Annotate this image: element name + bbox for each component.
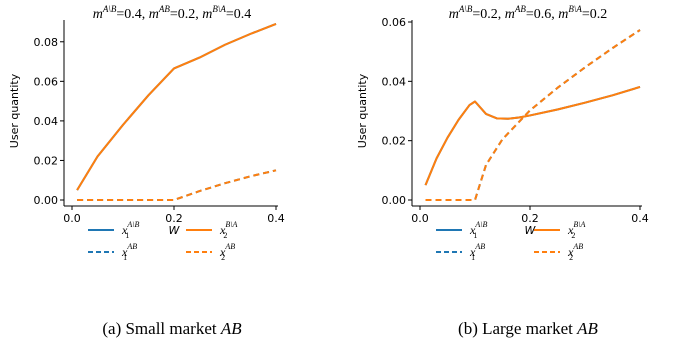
legend-label: xAB 1 (469, 242, 485, 262)
legend-label: xB\A 2 (219, 220, 237, 240)
chart-panel-1: mA\B=0.4, mAB=0.2, mB\A=0.4 0.00 0.02 0.04 0… (8, 4, 285, 237)
legend-label: xAB 1 (121, 242, 137, 262)
y-tick-label: 0.02 (382, 135, 407, 148)
x-tick-label: 0.0 (63, 212, 81, 225)
series-line-3 (76, 23, 277, 191)
caption-2: (b) Large market AB (458, 319, 598, 338)
series-line-2 (77, 169, 277, 201)
y-tick-label: 0.04 (34, 115, 59, 128)
x-axis-label: W (525, 224, 537, 237)
series-line-4 (77, 169, 277, 201)
series-line-1 (76, 23, 277, 191)
chart-title: mA\B=0.4, mAB=0.2, mB\A=0.4 (93, 4, 252, 22)
caption-1: (a) Small market AB (102, 319, 242, 338)
y-tick-label: 0.06 (382, 16, 407, 29)
series-line-1 (424, 86, 641, 186)
y-tick-label: 0.08 (34, 36, 59, 49)
legend-label: xB\A 2 (567, 220, 585, 240)
legend-2: xA\B 1 xB\A 2 xAB 1 xAB 2 (436, 220, 585, 262)
y-tick-label: 0.02 (34, 154, 59, 167)
legend-label: xA\B 1 (121, 220, 139, 240)
chart-panel-2: mA\B=0.2, mAB=0.6, mB\A=0.2 0.00 0.02 0.04 0… (356, 4, 649, 237)
x-tick-label: 0.4 (267, 212, 285, 225)
legend-label: xAB 2 (567, 242, 583, 262)
x-tick-label: 0.2 (521, 212, 539, 225)
x-axis-label: W (169, 224, 181, 237)
y-tick-label: 0.04 (382, 75, 407, 88)
series-line-4 (425, 29, 641, 201)
legend-label: xA\B 1 (469, 220, 487, 240)
x-tick-label: 0.0 (411, 212, 429, 225)
y-axis-label: User quantity (356, 73, 369, 148)
y-tick-label: 0.00 (382, 194, 407, 207)
x-tick-label: 0.2 (165, 212, 183, 225)
y-tick-label: 0.06 (34, 75, 59, 88)
y-axis-label: User quantity (8, 73, 21, 148)
legend-label: xAB 2 (219, 242, 235, 262)
legend-1: xA\B 1 xB\A 2 xAB 1 xAB 2 (88, 220, 237, 262)
chart-title: mA\B=0.2, mAB=0.6, mB\A=0.2 (449, 4, 608, 22)
x-tick-label: 0.4 (631, 212, 649, 225)
y-tick-label: 0.00 (34, 194, 59, 207)
series-line-3 (424, 86, 641, 186)
